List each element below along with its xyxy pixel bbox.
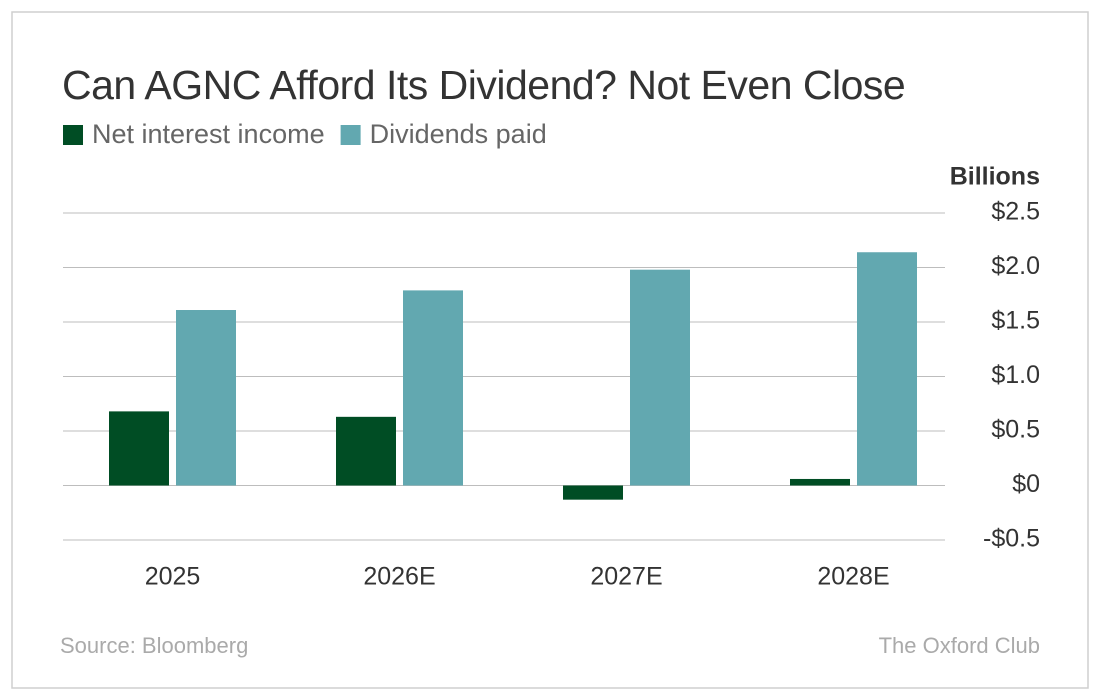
legend-swatch — [63, 125, 83, 145]
y-axis-label: Billions — [950, 163, 1040, 191]
bar — [563, 485, 623, 500]
credit: The Oxford Club — [879, 633, 1040, 658]
legend-label: Dividends paid — [370, 119, 547, 149]
x-tick-label: 2027E — [590, 563, 662, 591]
y-tick-label: -$0.5 — [983, 525, 1040, 553]
bar — [790, 478, 850, 486]
legend-swatch — [340, 125, 361, 145]
legend-label: Net interest income — [92, 119, 325, 149]
bar — [403, 290, 463, 486]
x-tick-label: 2028E — [817, 563, 889, 591]
y-tick-label: $0 — [1012, 470, 1040, 498]
y-tick-label: $2.5 — [991, 198, 1040, 226]
bar — [109, 411, 169, 486]
bar — [630, 269, 690, 486]
source: Source: Bloomberg — [60, 633, 248, 658]
y-tick-label: $1.5 — [991, 307, 1040, 335]
bar — [176, 310, 236, 486]
y-tick-label: $2.0 — [991, 252, 1040, 280]
chart-title: Can AGNC Afford Its Dividend? Not Even C… — [62, 62, 905, 108]
bar — [857, 252, 917, 486]
y-tick-label: $0.5 — [991, 416, 1040, 444]
bar — [336, 416, 396, 486]
y-tick-label: $1.0 — [991, 361, 1040, 389]
x-tick-label: 2026E — [363, 563, 435, 591]
x-tick-label: 2025 — [145, 563, 201, 591]
